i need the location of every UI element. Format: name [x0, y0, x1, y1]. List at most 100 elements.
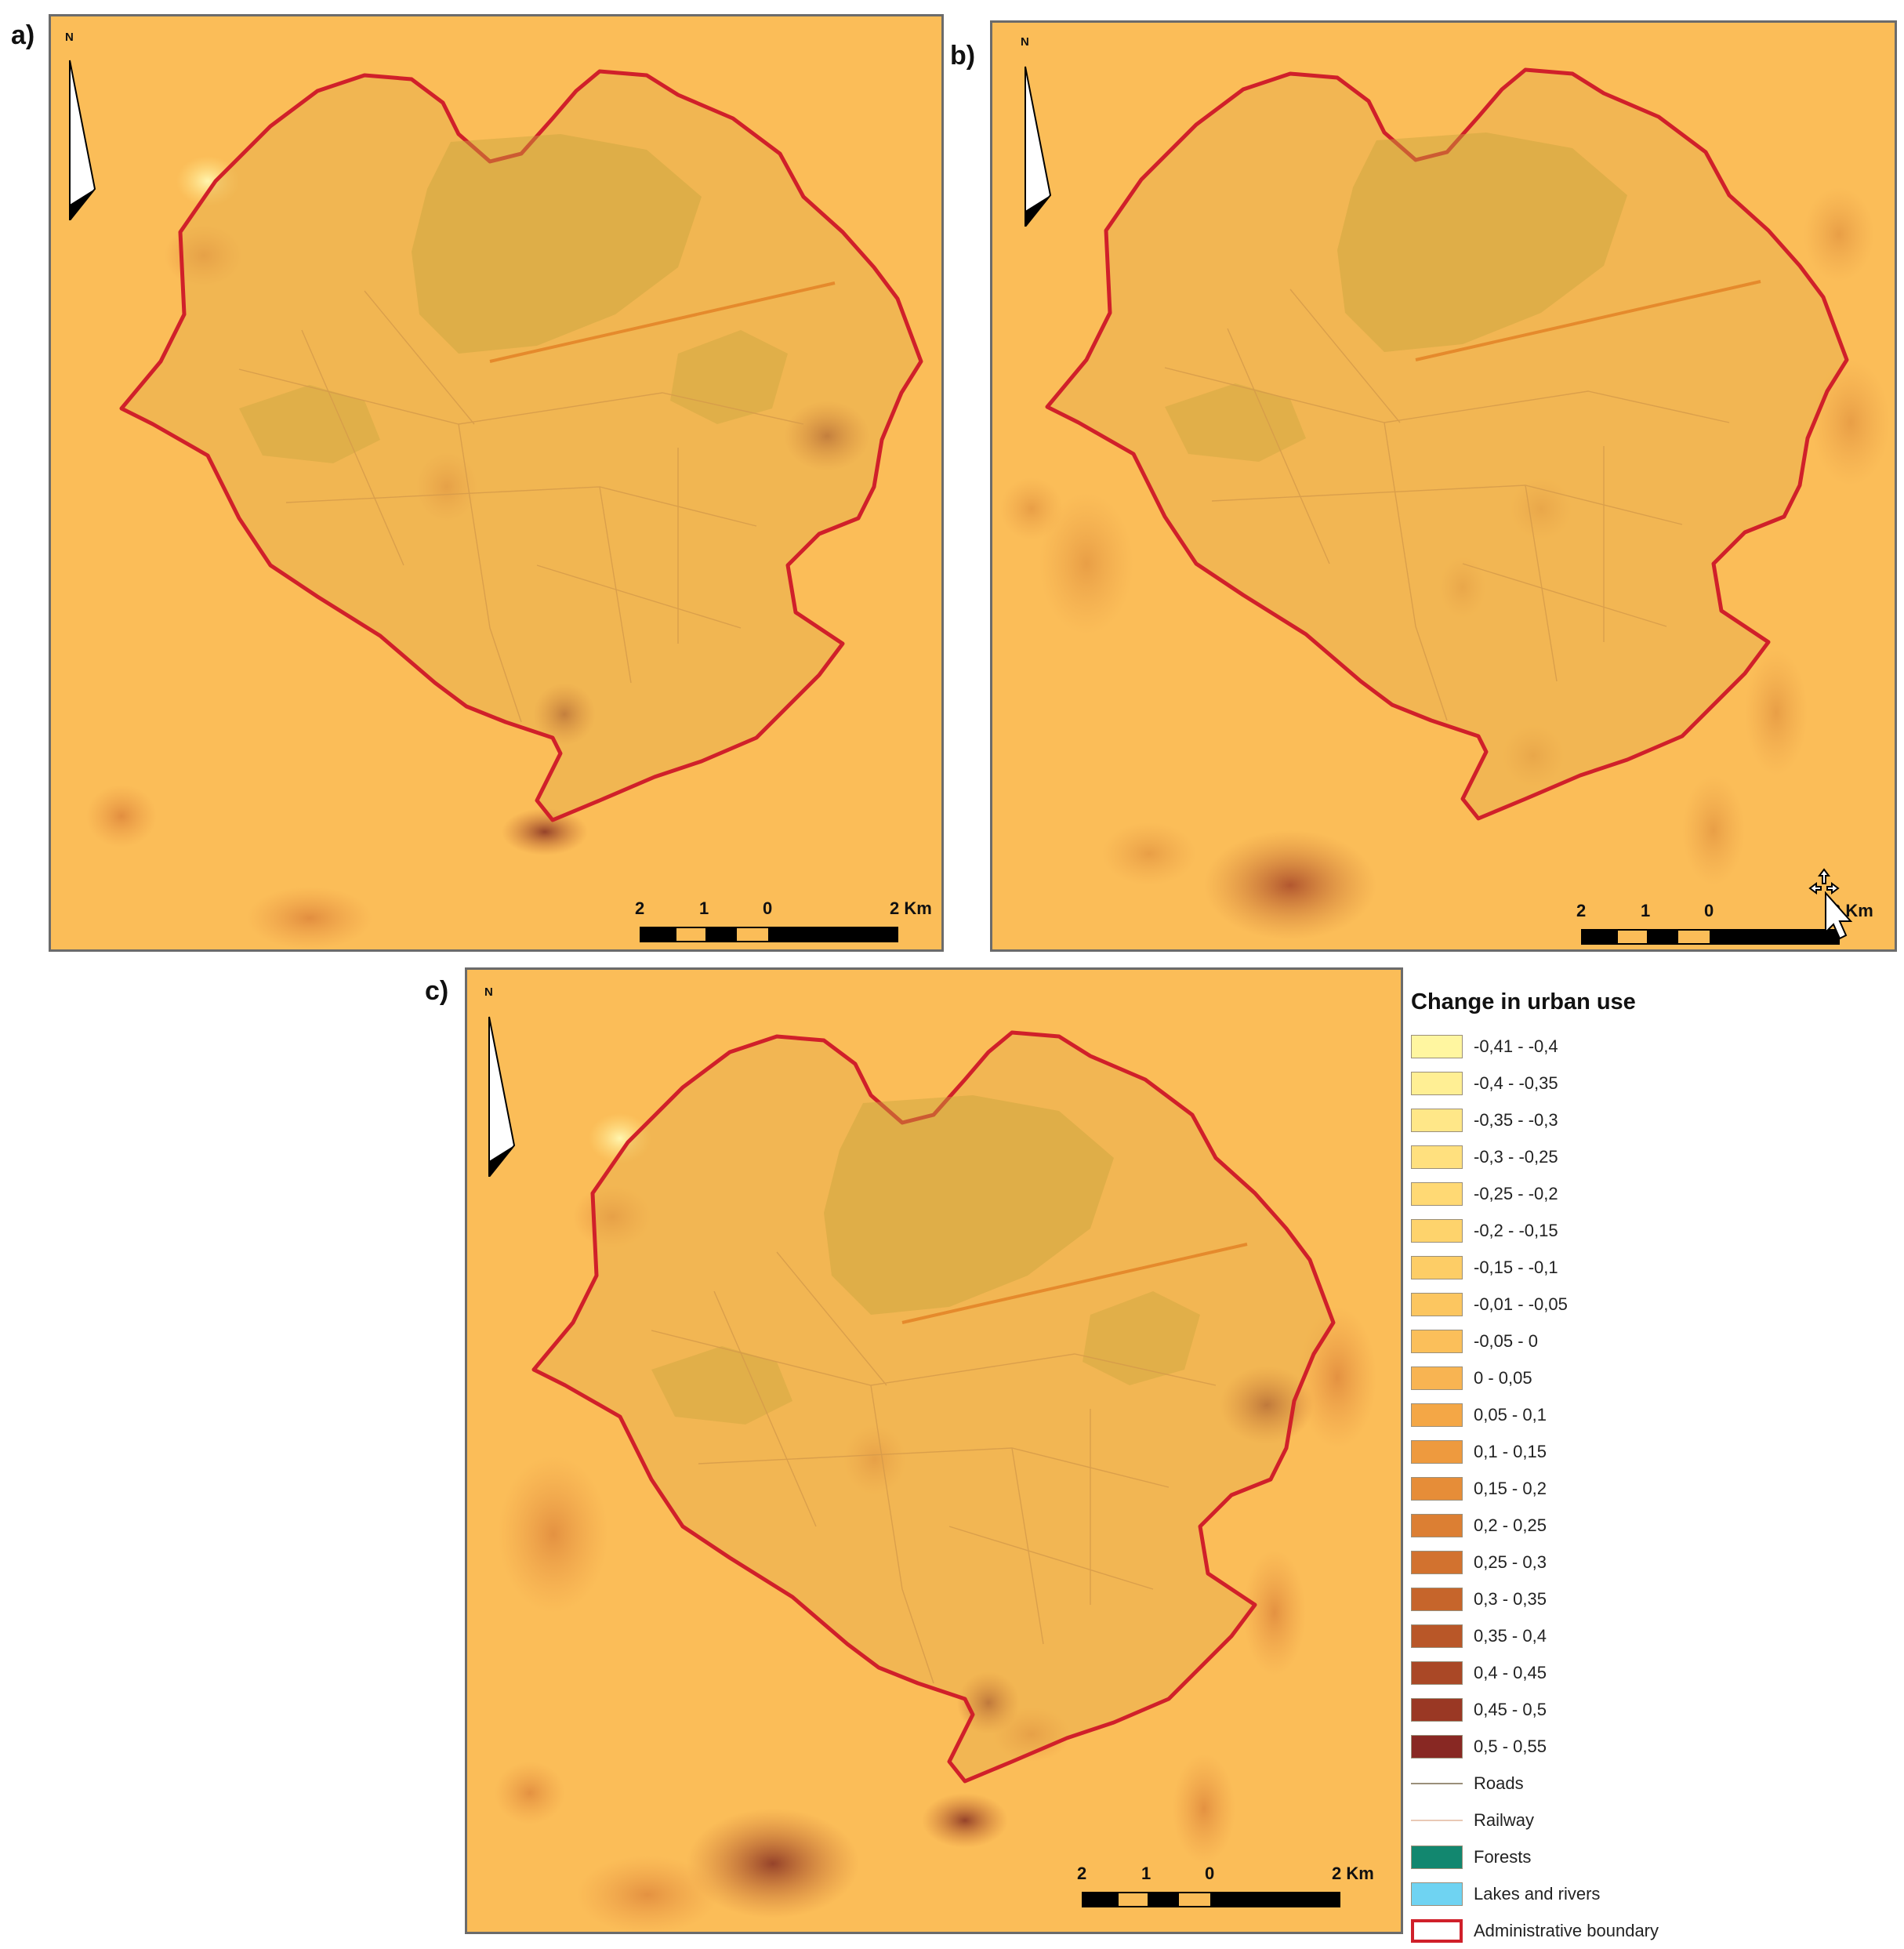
legend-swatch: [1411, 1145, 1463, 1169]
legend-label: Lakes and rivers: [1474, 1883, 1601, 1904]
legend-item: 0 - 0,05: [1411, 1359, 1881, 1396]
administrative-boundary: [119, 69, 923, 822]
legend-swatch: [1411, 1034, 1463, 1058]
legend-item: 0,15 - 0,2: [1411, 1470, 1881, 1507]
legend-line-symbol: [1411, 1809, 1463, 1832]
legend-label: -0,25 - -0,2: [1474, 1183, 1558, 1203]
legend-label: 0,15 - 0,2: [1474, 1478, 1547, 1498]
legend-label: -0,01 - -0,05: [1474, 1294, 1568, 1314]
legend-swatch: [1411, 1734, 1463, 1758]
north-label-c: N: [484, 985, 493, 999]
legend-feature: Roads: [1411, 1765, 1881, 1802]
legend-swatch: [1411, 1550, 1463, 1574]
legend-swatch: [1411, 1624, 1463, 1648]
move-cursor-icon: [1808, 868, 1853, 940]
legend-feature: Forests: [1411, 1838, 1881, 1875]
legend-title: Change in urban use: [1411, 989, 1636, 1014]
legend-item: 0,5 - 0,55: [1411, 1728, 1881, 1765]
legend-label: 0,1 - 0,15: [1474, 1441, 1547, 1461]
legend-item: -0,2 - -0,15: [1411, 1212, 1881, 1249]
legend-label: 0,25 - 0,3: [1474, 1552, 1547, 1572]
railway-line: [901, 1243, 1248, 1324]
north-arrow-a: [69, 60, 96, 220]
legend-features: Roads Railway Forests Lakes and rivers Admin…: [1411, 1765, 1881, 1949]
legend-item: 0,25 - 0,3: [1411, 1544, 1881, 1581]
map-canvas-c: [495, 1030, 1376, 1932]
legend-swatch: [1411, 1255, 1463, 1279]
legend-label: Roads: [1474, 1773, 1524, 1793]
forest-area: [1337, 132, 1627, 352]
administrative-boundary: [531, 1030, 1336, 1784]
map-panel-b: N 2 1 0 2 Km: [990, 20, 1897, 952]
legend-item: 0,45 - 0,5: [1411, 1691, 1881, 1728]
hotspot: [1204, 830, 1376, 940]
legend-item: -0,01 - -0,05: [1411, 1286, 1881, 1323]
legend-label: -0,3 - -0,25: [1474, 1146, 1558, 1167]
legend-outline-symbol: [1411, 1918, 1463, 1943]
legend-swatch: [1411, 1476, 1463, 1501]
legend-swatch: [1411, 1108, 1463, 1132]
legend-feature: Administrative boundary: [1411, 1912, 1881, 1949]
legend-swatch: [1411, 1181, 1463, 1206]
legend-swatch: [1411, 1329, 1463, 1353]
railway-line: [1415, 280, 1761, 361]
road-network: [651, 1251, 1217, 1684]
map-panel-c: N 2 1 0 2 Km: [465, 967, 1403, 1934]
legend-item: -0,3 - -0,25: [1411, 1138, 1881, 1175]
scale-bar-a: 2 1 0 2 Km: [635, 898, 941, 949]
railway-line: [489, 281, 836, 363]
legend-label: Forests: [1474, 1846, 1532, 1867]
panel-letter-c: c): [425, 976, 449, 1006]
legend-label: Administrative boundary: [1474, 1920, 1659, 1940]
north-arrow-b: [1025, 66, 1052, 227]
legend-swatch: [1411, 1587, 1463, 1611]
map-panel-a: N 2 1 0 2 Km: [49, 14, 944, 952]
forest-area: [412, 134, 702, 354]
legend-item: 0,1 - 0,15: [1411, 1433, 1881, 1470]
legend-item: -0,4 - -0,35: [1411, 1065, 1881, 1102]
legend-item: -0,41 - -0,4: [1411, 1028, 1881, 1065]
legend-label: 0,5 - 0,55: [1474, 1736, 1547, 1756]
forest-area: [824, 1095, 1114, 1315]
legend-label: 0,05 - 0,1: [1474, 1404, 1547, 1425]
legend-classes: -0,41 - -0,4 -0,4 - -0,35 -0,35 - -0,3 -0,3…: [1411, 1028, 1881, 1765]
panel-letter-b: b): [950, 41, 976, 71]
legend-label: 0 - 0,05: [1474, 1367, 1532, 1388]
north-label-a: N: [65, 31, 74, 44]
legend-swatch: [1411, 1439, 1463, 1464]
map-canvas-a: [86, 69, 923, 949]
legend-swatch: [1411, 1660, 1463, 1685]
north-arrow-c: [488, 1016, 516, 1177]
legend-label: -0,4 - -0,35: [1474, 1072, 1558, 1093]
legend-label: 0,45 - 0,5: [1474, 1699, 1547, 1719]
legend-item: 0,4 - 0,45: [1411, 1654, 1881, 1691]
map-canvas-b: [1000, 67, 1890, 940]
road-network: [1164, 289, 1730, 721]
legend-swatch: [1411, 1697, 1463, 1722]
legend-swatch: [1411, 1218, 1463, 1243]
legend-label: Railway: [1474, 1809, 1535, 1830]
legend-label: 0,2 - 0,25: [1474, 1515, 1547, 1535]
legend-swatch: [1411, 1292, 1463, 1316]
legend-item: -0,05 - 0: [1411, 1323, 1881, 1359]
legend-label: -0,35 - -0,3: [1474, 1109, 1558, 1130]
legend-item: 0,35 - 0,4: [1411, 1617, 1881, 1654]
legend-item: 0,05 - 0,1: [1411, 1396, 1881, 1433]
legend-item: -0,15 - -0,1: [1411, 1249, 1881, 1286]
legend-label: -0,15 - -0,1: [1474, 1257, 1558, 1277]
legend-swatch: [1411, 1513, 1463, 1537]
map-legend: Change in urban use -0,41 - -0,4 -0,4 - -…: [1411, 989, 1881, 1949]
legend-label: 0,3 - 0,35: [1474, 1588, 1547, 1609]
legend-feature: Lakes and rivers: [1411, 1875, 1881, 1912]
legend-swatch: [1411, 1403, 1463, 1427]
north-label-b: N: [1021, 35, 1029, 49]
legend-line-symbol: [1411, 1772, 1463, 1795]
legend-label: 0,4 - 0,45: [1474, 1662, 1547, 1682]
legend-swatch: [1411, 1366, 1463, 1390]
administrative-boundary: [1045, 67, 1849, 821]
legend-swatch: [1411, 1071, 1463, 1095]
legend-item: -0,25 - -0,2: [1411, 1175, 1881, 1212]
legend-fill-symbol: [1411, 1882, 1463, 1906]
legend-item: 0,2 - 0,25: [1411, 1507, 1881, 1544]
scale-bar-c: 2 1 0 2 Km: [1077, 1864, 1391, 1926]
